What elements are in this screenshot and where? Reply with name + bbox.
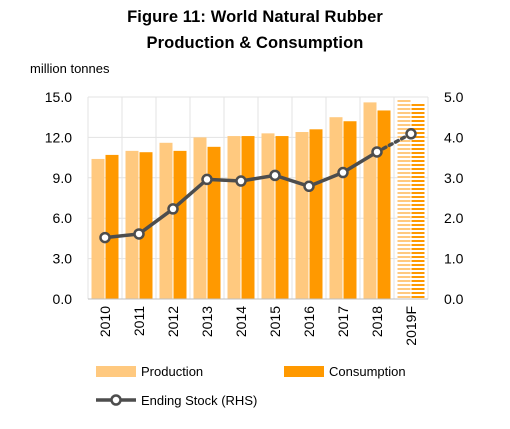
y-left-tick-label: 3.0 <box>53 251 73 267</box>
legend-label-production: Production <box>141 364 203 379</box>
y-left-tick-label: 12.0 <box>45 129 72 145</box>
ending-stock-point <box>371 146 383 158</box>
legend-swatch-production <box>96 366 136 377</box>
x-tick-label: 2012 <box>165 306 181 337</box>
y-right-tick-label: 4.0 <box>444 129 464 145</box>
production-bar <box>329 117 343 299</box>
ending-stock-point <box>269 169 281 182</box>
production-bar <box>91 158 105 299</box>
consumption-bar <box>343 121 357 300</box>
x-tick-label: 2017 <box>335 306 351 337</box>
x-tick-label: 2011 <box>131 306 147 336</box>
production-bar <box>227 136 241 299</box>
legend-swatch-consumption <box>284 366 324 377</box>
production-bar <box>125 150 139 299</box>
x-tick-label: 2013 <box>199 306 215 337</box>
x-tick-label: 2018 <box>369 306 385 337</box>
x-tick-label: 2015 <box>267 306 283 337</box>
production-bar <box>261 133 275 299</box>
consumption-bar <box>411 103 425 299</box>
production-bar <box>159 142 173 299</box>
production-bar <box>295 132 309 299</box>
legend-label-consumption: Consumption <box>329 364 406 379</box>
consumption-bar <box>241 136 255 299</box>
ending-stock-point <box>167 203 179 215</box>
consumption-bar <box>173 150 187 299</box>
x-tick-label: 2014 <box>233 306 249 337</box>
ending-stock-point <box>405 128 417 140</box>
ending-stock-point <box>337 166 349 179</box>
chart-title-line-1: Figure 11: World Natural Rubber <box>127 8 383 26</box>
y-left-tick-label: 15.0 <box>45 89 72 105</box>
ending-stock-point <box>133 228 145 240</box>
legend: Production Consumption Ending Stock (RHS) <box>96 364 406 408</box>
y-right-tick-label: 3.0 <box>444 170 464 186</box>
consumption-bar <box>139 152 153 299</box>
ending-stock-line <box>99 128 417 244</box>
y-axis-unit-label: million tonnes <box>30 61 110 76</box>
consumption-bar <box>207 146 221 299</box>
production-bar <box>193 137 207 299</box>
x-tick-label: 2019F <box>403 306 419 346</box>
ending-stock-point <box>201 173 213 186</box>
consumption-bar <box>377 110 391 299</box>
chart-title-line-2: Production & Consumption <box>146 34 364 52</box>
y-right-tick-label: 2.0 <box>444 210 464 226</box>
production-bar <box>363 102 377 300</box>
gridlines <box>87 96 429 299</box>
ending-stock-point <box>99 231 111 244</box>
y-left-tick-label: 6.0 <box>53 210 73 226</box>
consumption-bar <box>105 154 119 299</box>
y-right-tick-label: 5.0 <box>444 89 464 105</box>
consumption-bar <box>309 129 323 299</box>
axes: 0.0 3.0 6.0 9.0 12.0 15.0 0.0 1.0 2.0 3.0 4.0 5.0 20… <box>45 89 464 346</box>
ending-stock-line-forecast <box>375 132 413 154</box>
consumption-bar <box>275 136 289 299</box>
y-right-tick-label: 0.0 <box>444 291 464 307</box>
x-tick-label: 2010 <box>97 306 113 337</box>
y-left-tick-label: 0.0 <box>53 291 73 307</box>
legend-marker-ending-stock <box>110 394 122 406</box>
y-left-tick-label: 9.0 <box>53 170 73 186</box>
ending-stock-point <box>235 175 247 187</box>
ending-stock-point <box>303 180 315 193</box>
y-right-tick-label: 1.0 <box>444 251 464 267</box>
production-bar <box>397 98 411 299</box>
legend-label-ending-stock: Ending Stock (RHS) <box>141 393 257 408</box>
x-tick-label: 2016 <box>301 306 317 337</box>
